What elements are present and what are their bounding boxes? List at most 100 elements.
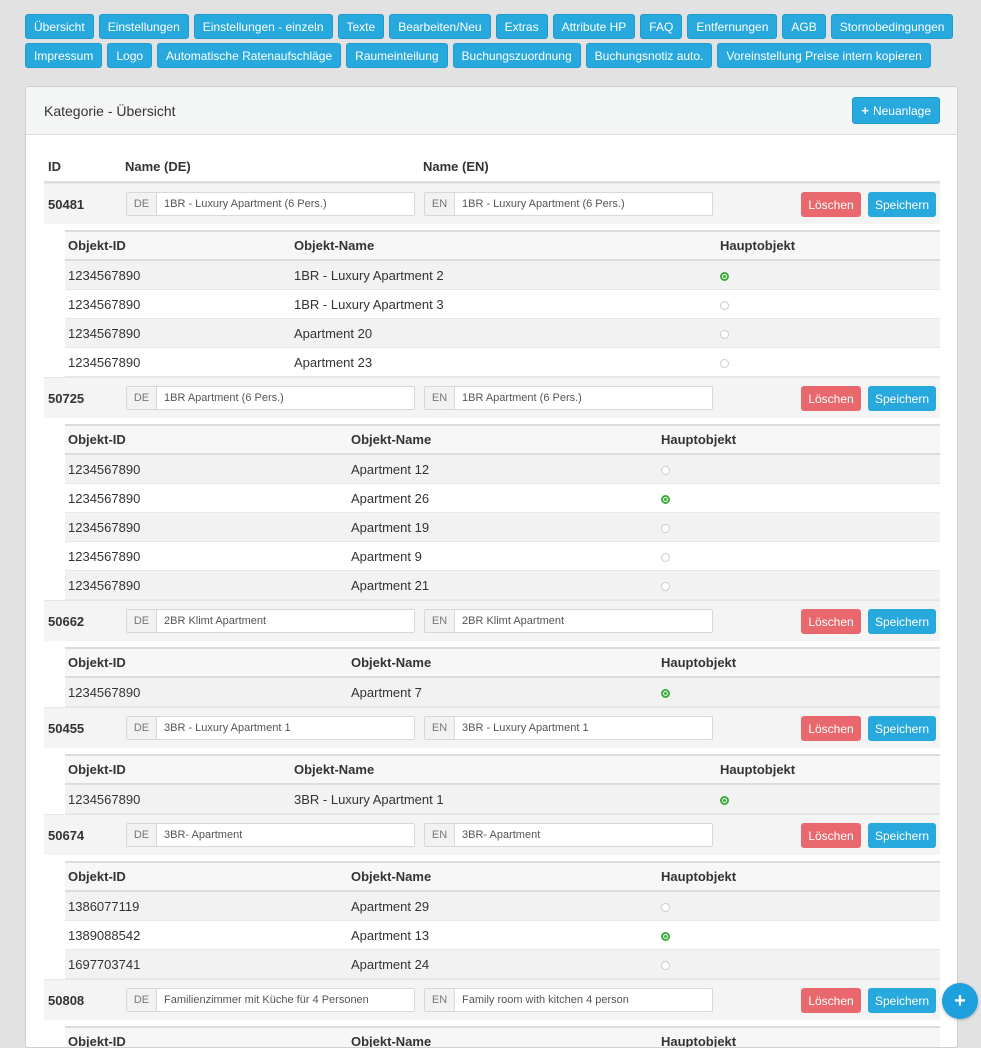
name-en-field[interactable]: 3BR- Apartment: [462, 829, 541, 841]
nav-row-2: Impressum Logo Automatische Ratenaufschläg…: [25, 43, 955, 68]
name-de-field[interactable]: 1BR - Luxury Apartment (6 Pers.): [164, 198, 327, 210]
col-object-id: Objekt-ID: [65, 230, 291, 261]
col-main-object: Hauptobjekt: [658, 647, 940, 678]
nav-button-voreinstellung-preise-intern-kopieren[interactable]: Voreinstellung Preise intern kopieren: [717, 43, 931, 68]
table-row: 1234567890 Apartment 7: [65, 677, 940, 707]
name-de-field[interactable]: 3BR - Luxury Apartment 1: [164, 722, 291, 734]
nav-button-agb[interactable]: AGB: [782, 14, 826, 39]
col-object-id: Objekt-ID: [65, 1026, 348, 1047]
nav-button-buchungsnotiz-auto[interactable]: Buchungsnotiz auto.: [585, 43, 713, 68]
object-table-wrapper: Objekt-ID Objekt-Name Hauptobjekt 123456789…: [44, 641, 940, 707]
name-en-field[interactable]: 1BR Apartment (6 Pers.): [462, 392, 582, 404]
nav-button-automatische-ratenaufschläge[interactable]: Automatische Ratenaufschläge: [157, 43, 342, 68]
en-addon: EN: [425, 193, 455, 215]
table-row: 1234567890 Apartment 23: [65, 347, 940, 377]
object-id: 1234567890: [65, 347, 291, 377]
object-name: 1BR - Luxury Apartment 3: [291, 289, 717, 319]
name-en-field[interactable]: 3BR - Luxury Apartment 1: [462, 722, 589, 734]
category-row: 50808 DE Familienzimmer mit Küche für 4 Pe…: [44, 979, 940, 1020]
table-row: 1234567890 Apartment 21: [65, 570, 940, 600]
object-name: Apartment 7: [348, 677, 658, 707]
category-actions: Löschen Speichern: [801, 609, 936, 634]
delete-button[interactable]: Löschen: [801, 988, 861, 1013]
main-object-cell: [658, 483, 940, 513]
main-object-radio[interactable]: [661, 494, 670, 504]
main-object-radio[interactable]: [661, 465, 670, 475]
table-row: 1234567890 Apartment 12: [65, 454, 940, 484]
main-object-radio[interactable]: [661, 931, 670, 941]
main-object-cell: [658, 570, 940, 600]
nav-button-impressum[interactable]: Impressum: [25, 43, 103, 68]
object-table-header: Objekt-ID Objekt-Name Hauptobjekt: [65, 647, 940, 678]
object-id: 1386077119: [65, 891, 348, 921]
nav-button-entfernungen[interactable]: Entfernungen: [687, 14, 778, 39]
main-object-radio[interactable]: [720, 300, 729, 310]
main-object-radio[interactable]: [720, 329, 729, 339]
new-category-button[interactable]: + Neuanlage: [852, 97, 940, 124]
name-en-field[interactable]: 1BR - Luxury Apartment (6 Pers.): [462, 198, 625, 210]
nav-button-texte[interactable]: Texte: [337, 14, 385, 39]
save-button[interactable]: Speichern: [868, 716, 936, 741]
main-object-radio[interactable]: [720, 271, 729, 281]
nav-button-übersicht[interactable]: Übersicht: [25, 14, 94, 39]
nav-button-einstellungen[interactable]: Einstellungen: [98, 14, 189, 39]
name-en-field[interactable]: Family room with kitchen 4 person: [462, 994, 629, 1006]
delete-button[interactable]: Löschen: [801, 609, 861, 634]
category-actions: Löschen Speichern: [801, 988, 936, 1013]
main-object-radio[interactable]: [661, 688, 670, 698]
save-button[interactable]: Speichern: [868, 386, 936, 411]
delete-button[interactable]: Löschen: [801, 716, 861, 741]
nav-button-buchungszuordnung[interactable]: Buchungszuordnung: [452, 43, 581, 68]
nav-button-logo[interactable]: Logo: [107, 43, 153, 68]
main-object-radio[interactable]: [720, 795, 729, 805]
plus-icon: +: [861, 103, 869, 118]
table-row: 1234567890 Apartment 26: [65, 483, 940, 513]
de-addon: DE: [127, 824, 157, 846]
main-object-radio[interactable]: [661, 552, 670, 562]
category-list: 50481 DE 1BR - Luxury Apartment (6 Pers.) E…: [44, 183, 940, 1047]
nav-button-bearbeiten-neu[interactable]: Bearbeiten/Neu: [389, 14, 491, 39]
name-en-field[interactable]: 2BR Klimt Apartment: [462, 615, 565, 627]
name-de-field[interactable]: 3BR- Apartment: [164, 829, 243, 841]
nav-button-extras[interactable]: Extras: [495, 14, 548, 39]
object-id: 1234567890: [65, 260, 291, 290]
name-de-field[interactable]: Familienzimmer mit Küche für 4 Personen: [164, 994, 369, 1006]
object-name: Apartment 20: [291, 318, 717, 348]
name-de-field[interactable]: 1BR Apartment (6 Pers.): [164, 392, 284, 404]
main-object-radio[interactable]: [661, 960, 670, 970]
delete-button[interactable]: Löschen: [801, 823, 861, 848]
col-main-object: Hauptobjekt: [717, 230, 940, 261]
de-addon: DE: [127, 989, 157, 1011]
col-main-object: Hauptobjekt: [658, 1026, 940, 1047]
nav-button-einstellungen-einzeln[interactable]: Einstellungen - einzeln: [193, 14, 333, 39]
main-object-cell: [658, 920, 940, 950]
nav-button-raumeinteilung[interactable]: Raumeinteilung: [346, 43, 448, 68]
object-table: Objekt-ID Objekt-Name Hauptobjekt 123456789…: [65, 754, 940, 814]
object-name: Apartment 9: [348, 541, 658, 571]
main-object-radio[interactable]: [661, 902, 670, 912]
object-name: Apartment 21: [348, 570, 658, 600]
save-button[interactable]: Speichern: [868, 192, 936, 217]
object-name: Apartment 23: [291, 347, 717, 377]
add-fab-button[interactable]: +: [942, 983, 978, 1019]
name-de-field[interactable]: 2BR Klimt Apartment: [164, 615, 267, 627]
save-button[interactable]: Speichern: [868, 609, 936, 634]
name-de-input-group: DE 3BR - Luxury Apartment 1: [126, 716, 415, 740]
de-addon: DE: [127, 610, 157, 632]
main-object-radio[interactable]: [661, 523, 670, 533]
en-addon: EN: [425, 989, 455, 1011]
object-table-wrapper: Objekt-ID Objekt-Name Hauptobjekt 123456789…: [44, 224, 940, 377]
delete-button[interactable]: Löschen: [801, 386, 861, 411]
main-object-radio[interactable]: [661, 581, 670, 591]
nav-button-faq[interactable]: FAQ: [640, 14, 683, 39]
nav-button-attribute-hp[interactable]: Attribute HP: [552, 14, 636, 39]
save-button[interactable]: Speichern: [868, 823, 936, 848]
nav-button-stornobedingungen[interactable]: Stornobedingungen: [830, 14, 954, 39]
delete-button[interactable]: Löschen: [801, 192, 861, 217]
de-addon: DE: [127, 387, 157, 409]
table-row: 1389088542 Apartment 13: [65, 920, 940, 950]
category-id: 50481: [48, 196, 85, 212]
de-addon: DE: [127, 717, 157, 739]
main-object-radio[interactable]: [720, 358, 729, 368]
save-button[interactable]: Speichern: [868, 988, 936, 1013]
